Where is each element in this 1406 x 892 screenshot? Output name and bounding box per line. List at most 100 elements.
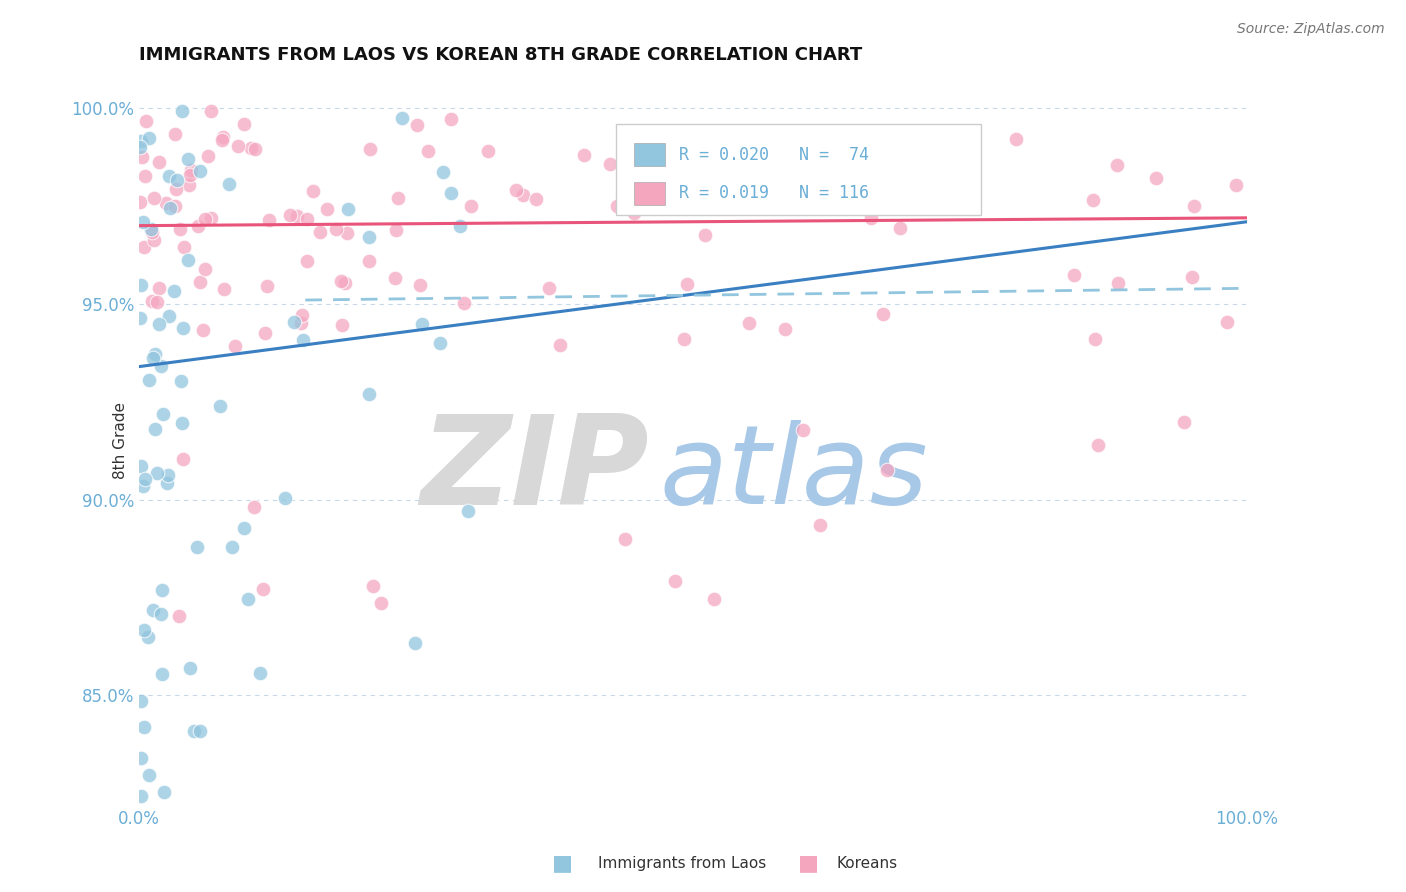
Text: atlas: atlas — [659, 420, 928, 527]
Point — [257, 212, 280, 227]
Text: Source: ZipAtlas.com: Source: ZipAtlas.com — [1237, 22, 1385, 37]
FancyBboxPatch shape — [634, 143, 665, 166]
Text: ■: ■ — [799, 854, 818, 873]
Point — [183, 724, 205, 739]
Point — [141, 225, 163, 239]
Point — [333, 276, 356, 290]
Point — [1084, 332, 1107, 346]
Point — [1173, 415, 1195, 429]
Point — [1216, 315, 1239, 329]
Point — [290, 309, 312, 323]
Point — [157, 169, 180, 183]
Y-axis label: 8th Grade: 8th Grade — [112, 402, 128, 480]
Point — [236, 591, 259, 606]
Point — [132, 215, 155, 229]
Point — [145, 347, 167, 361]
Point — [134, 471, 156, 485]
Point — [1181, 269, 1204, 284]
Point — [129, 694, 152, 708]
Point — [538, 280, 561, 294]
Point — [150, 359, 173, 373]
Point — [131, 150, 153, 164]
Point — [131, 810, 153, 824]
Point — [453, 295, 475, 310]
Point — [432, 165, 454, 179]
Point — [264, 820, 287, 834]
Point — [703, 592, 725, 607]
Point — [675, 277, 697, 291]
Point — [761, 128, 783, 143]
Point — [129, 135, 152, 149]
Point — [440, 186, 463, 200]
Point — [188, 164, 211, 178]
Text: R = 0.020   N =  74: R = 0.020 N = 74 — [679, 145, 869, 163]
Point — [357, 386, 380, 401]
Point — [359, 142, 381, 156]
Point — [876, 462, 898, 476]
Point — [336, 226, 359, 240]
Point — [212, 130, 235, 145]
Point — [872, 308, 894, 322]
Point — [315, 202, 337, 216]
Point — [194, 262, 217, 277]
Point — [197, 149, 219, 163]
Point — [243, 500, 266, 515]
Point — [165, 128, 187, 142]
Point — [132, 623, 155, 637]
Point — [361, 579, 384, 593]
Point — [150, 582, 173, 597]
FancyBboxPatch shape — [616, 124, 981, 215]
Point — [1107, 277, 1129, 291]
Point — [256, 278, 278, 293]
Point — [619, 200, 641, 214]
Point — [194, 212, 217, 227]
Point — [664, 574, 686, 588]
Point — [278, 208, 301, 222]
Point — [136, 630, 159, 644]
Point — [177, 178, 200, 192]
Point — [134, 169, 156, 183]
Point — [131, 278, 153, 293]
FancyBboxPatch shape — [634, 182, 665, 205]
Point — [411, 318, 433, 332]
Point — [1105, 158, 1128, 172]
Point — [148, 281, 170, 295]
Point — [295, 211, 318, 226]
Point — [808, 518, 831, 533]
Point — [359, 229, 381, 244]
Point — [153, 785, 176, 799]
Point — [572, 148, 595, 162]
Point — [218, 178, 240, 192]
Point — [387, 191, 409, 205]
Point — [129, 458, 152, 473]
Point — [165, 182, 187, 196]
Point — [157, 467, 180, 482]
Point — [274, 491, 297, 505]
Point — [134, 240, 156, 254]
Point — [142, 191, 165, 205]
Point — [606, 199, 628, 213]
Point — [1083, 193, 1105, 207]
Point — [1225, 178, 1247, 193]
Point — [952, 177, 974, 191]
Text: ■: ■ — [553, 854, 572, 873]
Point — [187, 219, 209, 233]
Point — [173, 240, 195, 254]
Point — [129, 789, 152, 803]
Point — [226, 139, 249, 153]
Point — [157, 309, 180, 323]
Point — [146, 466, 169, 480]
Point — [134, 820, 156, 834]
Point — [141, 293, 163, 308]
Point — [177, 152, 200, 166]
Point — [211, 132, 233, 146]
Point — [1182, 199, 1205, 213]
Point — [129, 751, 152, 765]
Point — [292, 333, 315, 347]
Point — [179, 169, 201, 183]
Point — [1087, 438, 1109, 452]
Point — [859, 211, 882, 226]
Point — [1144, 170, 1167, 185]
Point — [773, 322, 796, 336]
Point — [166, 173, 188, 187]
